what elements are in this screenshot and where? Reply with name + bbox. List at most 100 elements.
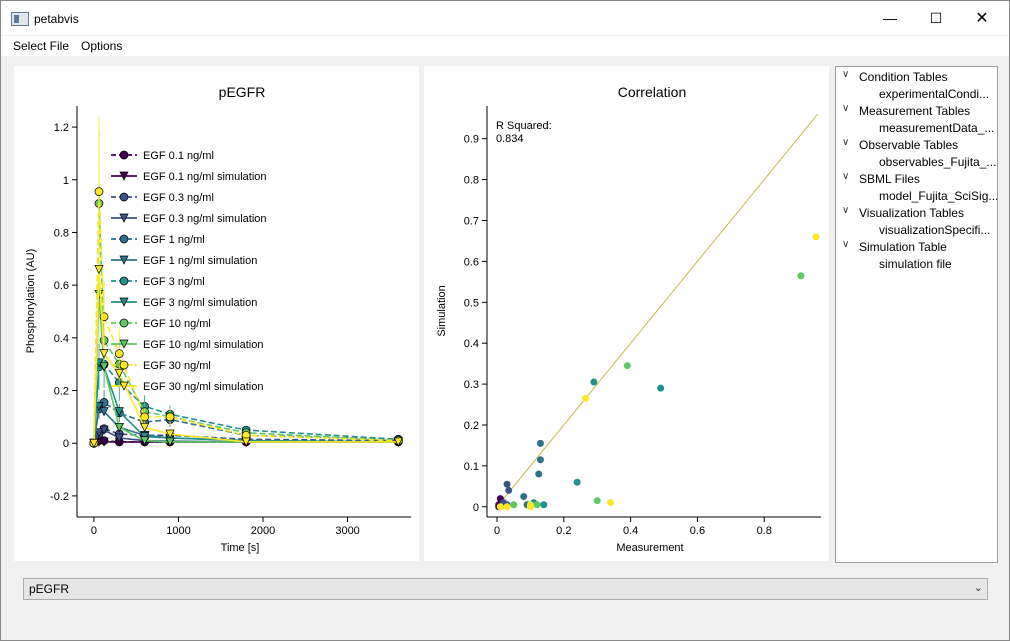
data-point — [99, 425, 109, 435]
tree-node-label: Observable Tables — [859, 138, 959, 152]
tree-leaf[interactable]: model_Fujita_SciSig... — [879, 189, 998, 203]
chevron-down-icon[interactable]: ∨ — [842, 137, 850, 148]
maximize-icon[interactable]: ☐ — [929, 9, 943, 26]
x-tick-label: 3000 — [335, 525, 359, 537]
tree-node[interactable]: ∨ SBML Files — [836, 171, 996, 189]
legend-marker — [119, 255, 129, 265]
scatter-point — [496, 503, 504, 511]
scatter-point — [812, 233, 820, 241]
y-tick-label: 0.5 — [464, 297, 479, 309]
data-point — [241, 437, 251, 447]
tree-node[interactable]: ∨ Simulation Table — [836, 239, 996, 257]
chevron-down-icon[interactable]: ⌄ — [973, 582, 983, 594]
menu-select-file[interactable]: Select File — [13, 39, 70, 53]
scatter-point — [657, 384, 665, 392]
tree-leaf[interactable]: observables_Fujita_... — [879, 155, 997, 169]
scatter-point — [535, 470, 543, 478]
y-tick-label: 1 — [63, 175, 69, 187]
data-point — [114, 349, 124, 359]
r-squared-value: 0.834 — [496, 133, 524, 145]
data-point — [114, 433, 124, 443]
y-tick-label: 0.8 — [464, 175, 479, 187]
chevron-down-icon[interactable]: ∨ — [842, 103, 850, 114]
legend-label: EGF 0.3 ng/ml simulation — [143, 213, 267, 225]
data-point — [140, 423, 150, 433]
tree-node[interactable]: ∨ Condition Tables — [836, 69, 996, 87]
data-point — [99, 407, 109, 417]
tree-leaf[interactable]: measurementData_... — [879, 121, 995, 135]
series-line — [93, 294, 399, 444]
y-axis-label: Phosphorylation (AU) — [25, 249, 37, 354]
data-point — [94, 428, 104, 438]
chevron-down-icon[interactable]: ∨ — [842, 239, 850, 250]
close-icon[interactable]: ✕ — [975, 10, 989, 27]
legend-label: EGF 10 ng/ml — [143, 318, 211, 330]
scatter-point — [520, 493, 528, 501]
tree-node[interactable]: ∨ Visualization Tables — [836, 205, 996, 223]
x-tick-label: 1000 — [166, 525, 190, 537]
scatter-point — [503, 503, 511, 511]
legend-marker — [119, 213, 129, 223]
tree-node[interactable]: ∨ Measurement Tables — [836, 103, 996, 121]
data-point — [165, 429, 175, 439]
tree-leaf[interactable]: experimentalCondi... — [879, 87, 990, 101]
left-plot-panel[interactable]: pEGFR Time [s] Phosphorylation (AU) 0 100… — [14, 66, 419, 561]
chevron-down-icon[interactable]: ∨ — [842, 171, 850, 182]
right-plot-panel[interactable]: Correlation Measurement Simulation R Squ… — [424, 66, 829, 561]
series-line — [93, 191, 399, 444]
data-point — [99, 349, 109, 359]
legend-label: EGF 0.1 ng/ml simulation — [143, 171, 267, 183]
scatter-point — [573, 478, 581, 486]
x-tick-label: 0.4 — [623, 525, 638, 537]
tree-node[interactable]: ∨ Observable Tables — [836, 137, 996, 155]
x-tick-label: 0.6 — [690, 525, 705, 537]
scatter-point — [536, 439, 544, 447]
r-squared-label: R Squared: — [496, 120, 552, 132]
legend-label: EGF 0.1 ng/ml — [143, 150, 214, 162]
data-point — [89, 438, 99, 449]
scatter-point — [797, 272, 805, 280]
chart-title: Correlation — [618, 84, 686, 100]
scatter-point — [623, 362, 631, 370]
legend-marker — [119, 360, 129, 370]
scatter-point — [582, 394, 590, 402]
observable-select[interactable]: pEGFR ⌄ — [23, 578, 988, 600]
tree-leaf[interactable]: visualizationSpecifi... — [879, 223, 991, 237]
pegfr-timecourse-chart: pEGFR Time [s] Phosphorylation (AU) 0 100… — [25, 84, 411, 554]
legend-label: EGF 3 ng/ml simulation — [143, 297, 257, 309]
y-tick-label: 0 — [473, 502, 479, 514]
data-point — [94, 187, 104, 196]
menu-bar: Select File Options — [1, 36, 1009, 56]
scatter-point — [503, 480, 511, 488]
file-tree[interactable]: ∨ Condition Tables experimentalCondi... ∨ Me… — [835, 66, 998, 563]
data-point — [140, 412, 149, 422]
y-tick-label: 0 — [63, 438, 69, 450]
data-point — [165, 412, 175, 422]
legend-marker — [119, 339, 129, 349]
legend-label: EGF 30 ng/ml simulation — [143, 381, 263, 393]
scatter-point — [540, 501, 548, 509]
scatter-point — [607, 499, 615, 507]
y-axis-label: Simulation — [436, 285, 448, 336]
app-icon — [11, 12, 29, 26]
menu-options[interactable]: Options — [81, 39, 123, 53]
tree-leaf[interactable]: simulation file — [879, 257, 952, 271]
legend-label: EGF 1 ng/ml — [143, 234, 205, 246]
correlation-chart: Correlation Measurement Simulation R Squ… — [436, 84, 821, 554]
chevron-down-icon[interactable]: ∨ — [842, 205, 850, 216]
legend-marker — [119, 171, 129, 181]
chevron-down-icon[interactable]: ∨ — [842, 69, 850, 80]
data-point — [94, 264, 104, 275]
y-tick-label: 0.2 — [464, 420, 479, 432]
data-point — [99, 437, 109, 447]
observable-select-value: pEGFR — [29, 582, 70, 596]
y-tick-label: 0.1 — [464, 461, 479, 473]
x-tick-label: 0 — [494, 525, 500, 537]
minimize-icon[interactable]: — — [883, 10, 897, 26]
legend-label: EGF 0.3 ng/ml — [143, 192, 214, 204]
y-tick-label: 0.7 — [464, 216, 479, 228]
legend-marker — [119, 150, 129, 160]
chart-title: pEGFR — [219, 84, 266, 100]
scatter-point — [505, 486, 513, 494]
